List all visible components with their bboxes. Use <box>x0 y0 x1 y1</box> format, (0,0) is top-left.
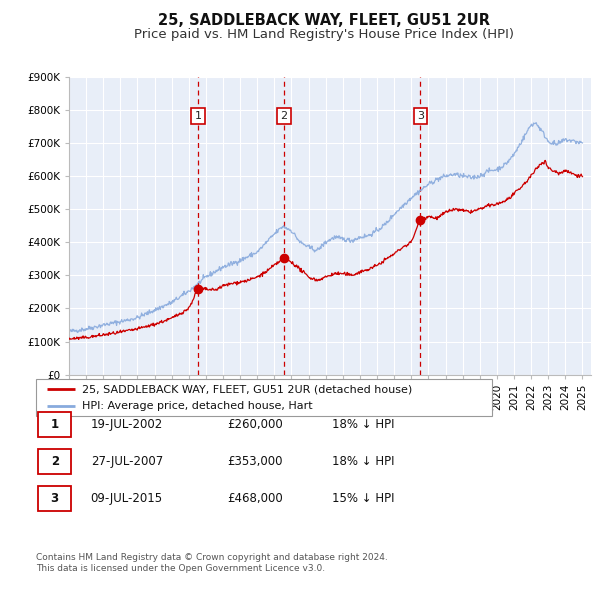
Text: 25, SADDLEBACK WAY, FLEET, GU51 2UR (detached house): 25, SADDLEBACK WAY, FLEET, GU51 2UR (det… <box>82 384 412 394</box>
Text: HPI: Average price, detached house, Hart: HPI: Average price, detached house, Hart <box>82 401 312 411</box>
Text: 09-JUL-2015: 09-JUL-2015 <box>91 492 163 505</box>
Text: 15% ↓ HPI: 15% ↓ HPI <box>332 492 395 505</box>
Text: £353,000: £353,000 <box>227 455 283 468</box>
Text: 27-JUL-2007: 27-JUL-2007 <box>91 455 163 468</box>
Bar <box>38 486 71 511</box>
Text: 1: 1 <box>50 418 59 431</box>
Text: 1: 1 <box>194 111 202 121</box>
Text: Price paid vs. HM Land Registry's House Price Index (HPI): Price paid vs. HM Land Registry's House … <box>134 28 514 41</box>
Text: 18% ↓ HPI: 18% ↓ HPI <box>332 418 395 431</box>
Bar <box>38 449 71 474</box>
Text: 18% ↓ HPI: 18% ↓ HPI <box>332 455 395 468</box>
Text: Contains HM Land Registry data © Crown copyright and database right 2024.
This d: Contains HM Land Registry data © Crown c… <box>36 553 388 573</box>
Text: £468,000: £468,000 <box>227 492 283 505</box>
Text: £260,000: £260,000 <box>227 418 283 431</box>
Text: 25, SADDLEBACK WAY, FLEET, GU51 2UR: 25, SADDLEBACK WAY, FLEET, GU51 2UR <box>158 13 490 28</box>
Text: 2: 2 <box>50 455 59 468</box>
Text: 3: 3 <box>416 111 424 121</box>
Text: 3: 3 <box>50 492 59 505</box>
Text: 2: 2 <box>281 111 287 121</box>
Text: 19-JUL-2002: 19-JUL-2002 <box>91 418 163 431</box>
Bar <box>38 412 71 437</box>
